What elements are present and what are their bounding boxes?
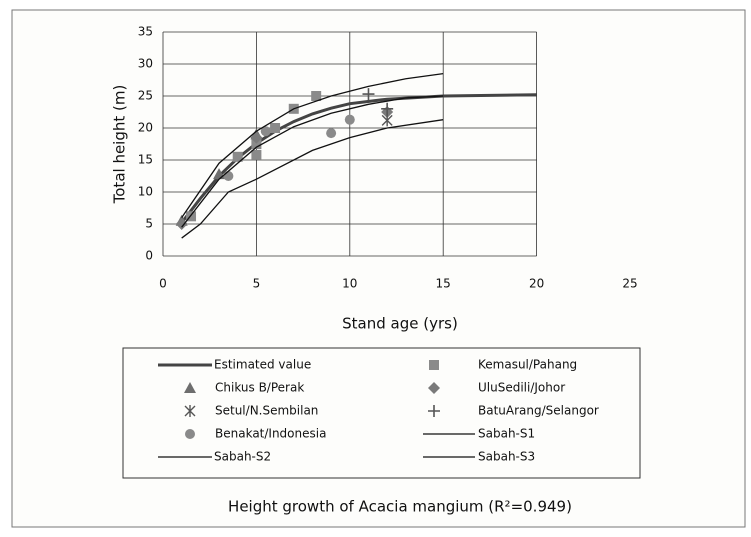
marker-square xyxy=(251,139,262,149)
series-line xyxy=(181,95,444,228)
y-tick-label: 10 xyxy=(138,185,153,199)
y-tick-label: 0 xyxy=(145,249,153,263)
legend-box xyxy=(122,347,641,479)
x-tick-label: 10 xyxy=(342,277,357,291)
marker-plus xyxy=(381,102,394,115)
legend-label: BatuArang/Selangor xyxy=(478,404,599,418)
marker-circle xyxy=(326,128,337,139)
x-tick-label: 25 xyxy=(622,277,637,291)
y-tick-label: 35 xyxy=(138,25,153,39)
y-tick-label: 5 xyxy=(145,217,153,231)
series-line xyxy=(181,119,444,239)
y-tick-label: 15 xyxy=(138,153,153,167)
x-axis-label: Stand age (yrs) xyxy=(342,315,458,333)
y-tick-label: 20 xyxy=(138,121,153,135)
marker-square xyxy=(186,211,197,222)
marker-circle xyxy=(260,126,271,137)
legend-label: Kemasul/Pahang xyxy=(478,358,577,372)
y-axis-label: Total height (m) xyxy=(111,85,129,205)
legend-label: Sabah-S2 xyxy=(214,450,271,464)
chart-title: Height growth of Acacia mangium (R²=0.94… xyxy=(228,498,572,516)
legend-label: UluSedili/Johor xyxy=(478,381,565,395)
legend-label: Sabah-S1 xyxy=(478,427,535,441)
marker-asterisk xyxy=(381,114,393,127)
marker-plus xyxy=(428,405,440,417)
marker-square xyxy=(232,151,243,162)
y-tick-label: 30 xyxy=(138,57,153,71)
marker-plus xyxy=(362,88,375,101)
marker-square xyxy=(429,360,439,370)
marker-square xyxy=(270,123,281,133)
marker-circle xyxy=(223,171,234,181)
x-tick-label: 20 xyxy=(529,277,544,291)
marker-diamond xyxy=(175,218,188,230)
marker-circle xyxy=(185,429,195,439)
marker-circle xyxy=(344,114,355,125)
marker-diamond xyxy=(428,382,440,394)
marker-square xyxy=(311,91,322,101)
x-tick-label: 5 xyxy=(253,277,261,291)
marker-asterisk xyxy=(184,405,196,417)
marker-square xyxy=(251,149,262,160)
legend-label: Benakat/Indonesia xyxy=(215,427,326,441)
y-tick-label: 25 xyxy=(138,89,153,103)
x-tick-label: 15 xyxy=(436,277,451,291)
x-tick-label: 0 xyxy=(159,277,167,291)
legend-label: Setul/N.Sembilan xyxy=(215,404,318,418)
series-line xyxy=(181,72,444,218)
legend-label: Sabah-S3 xyxy=(478,450,535,464)
legend-label: Estimated value xyxy=(214,358,311,372)
legend-label: Chikus B/Perak xyxy=(215,381,304,395)
marker-triangle xyxy=(184,382,196,393)
